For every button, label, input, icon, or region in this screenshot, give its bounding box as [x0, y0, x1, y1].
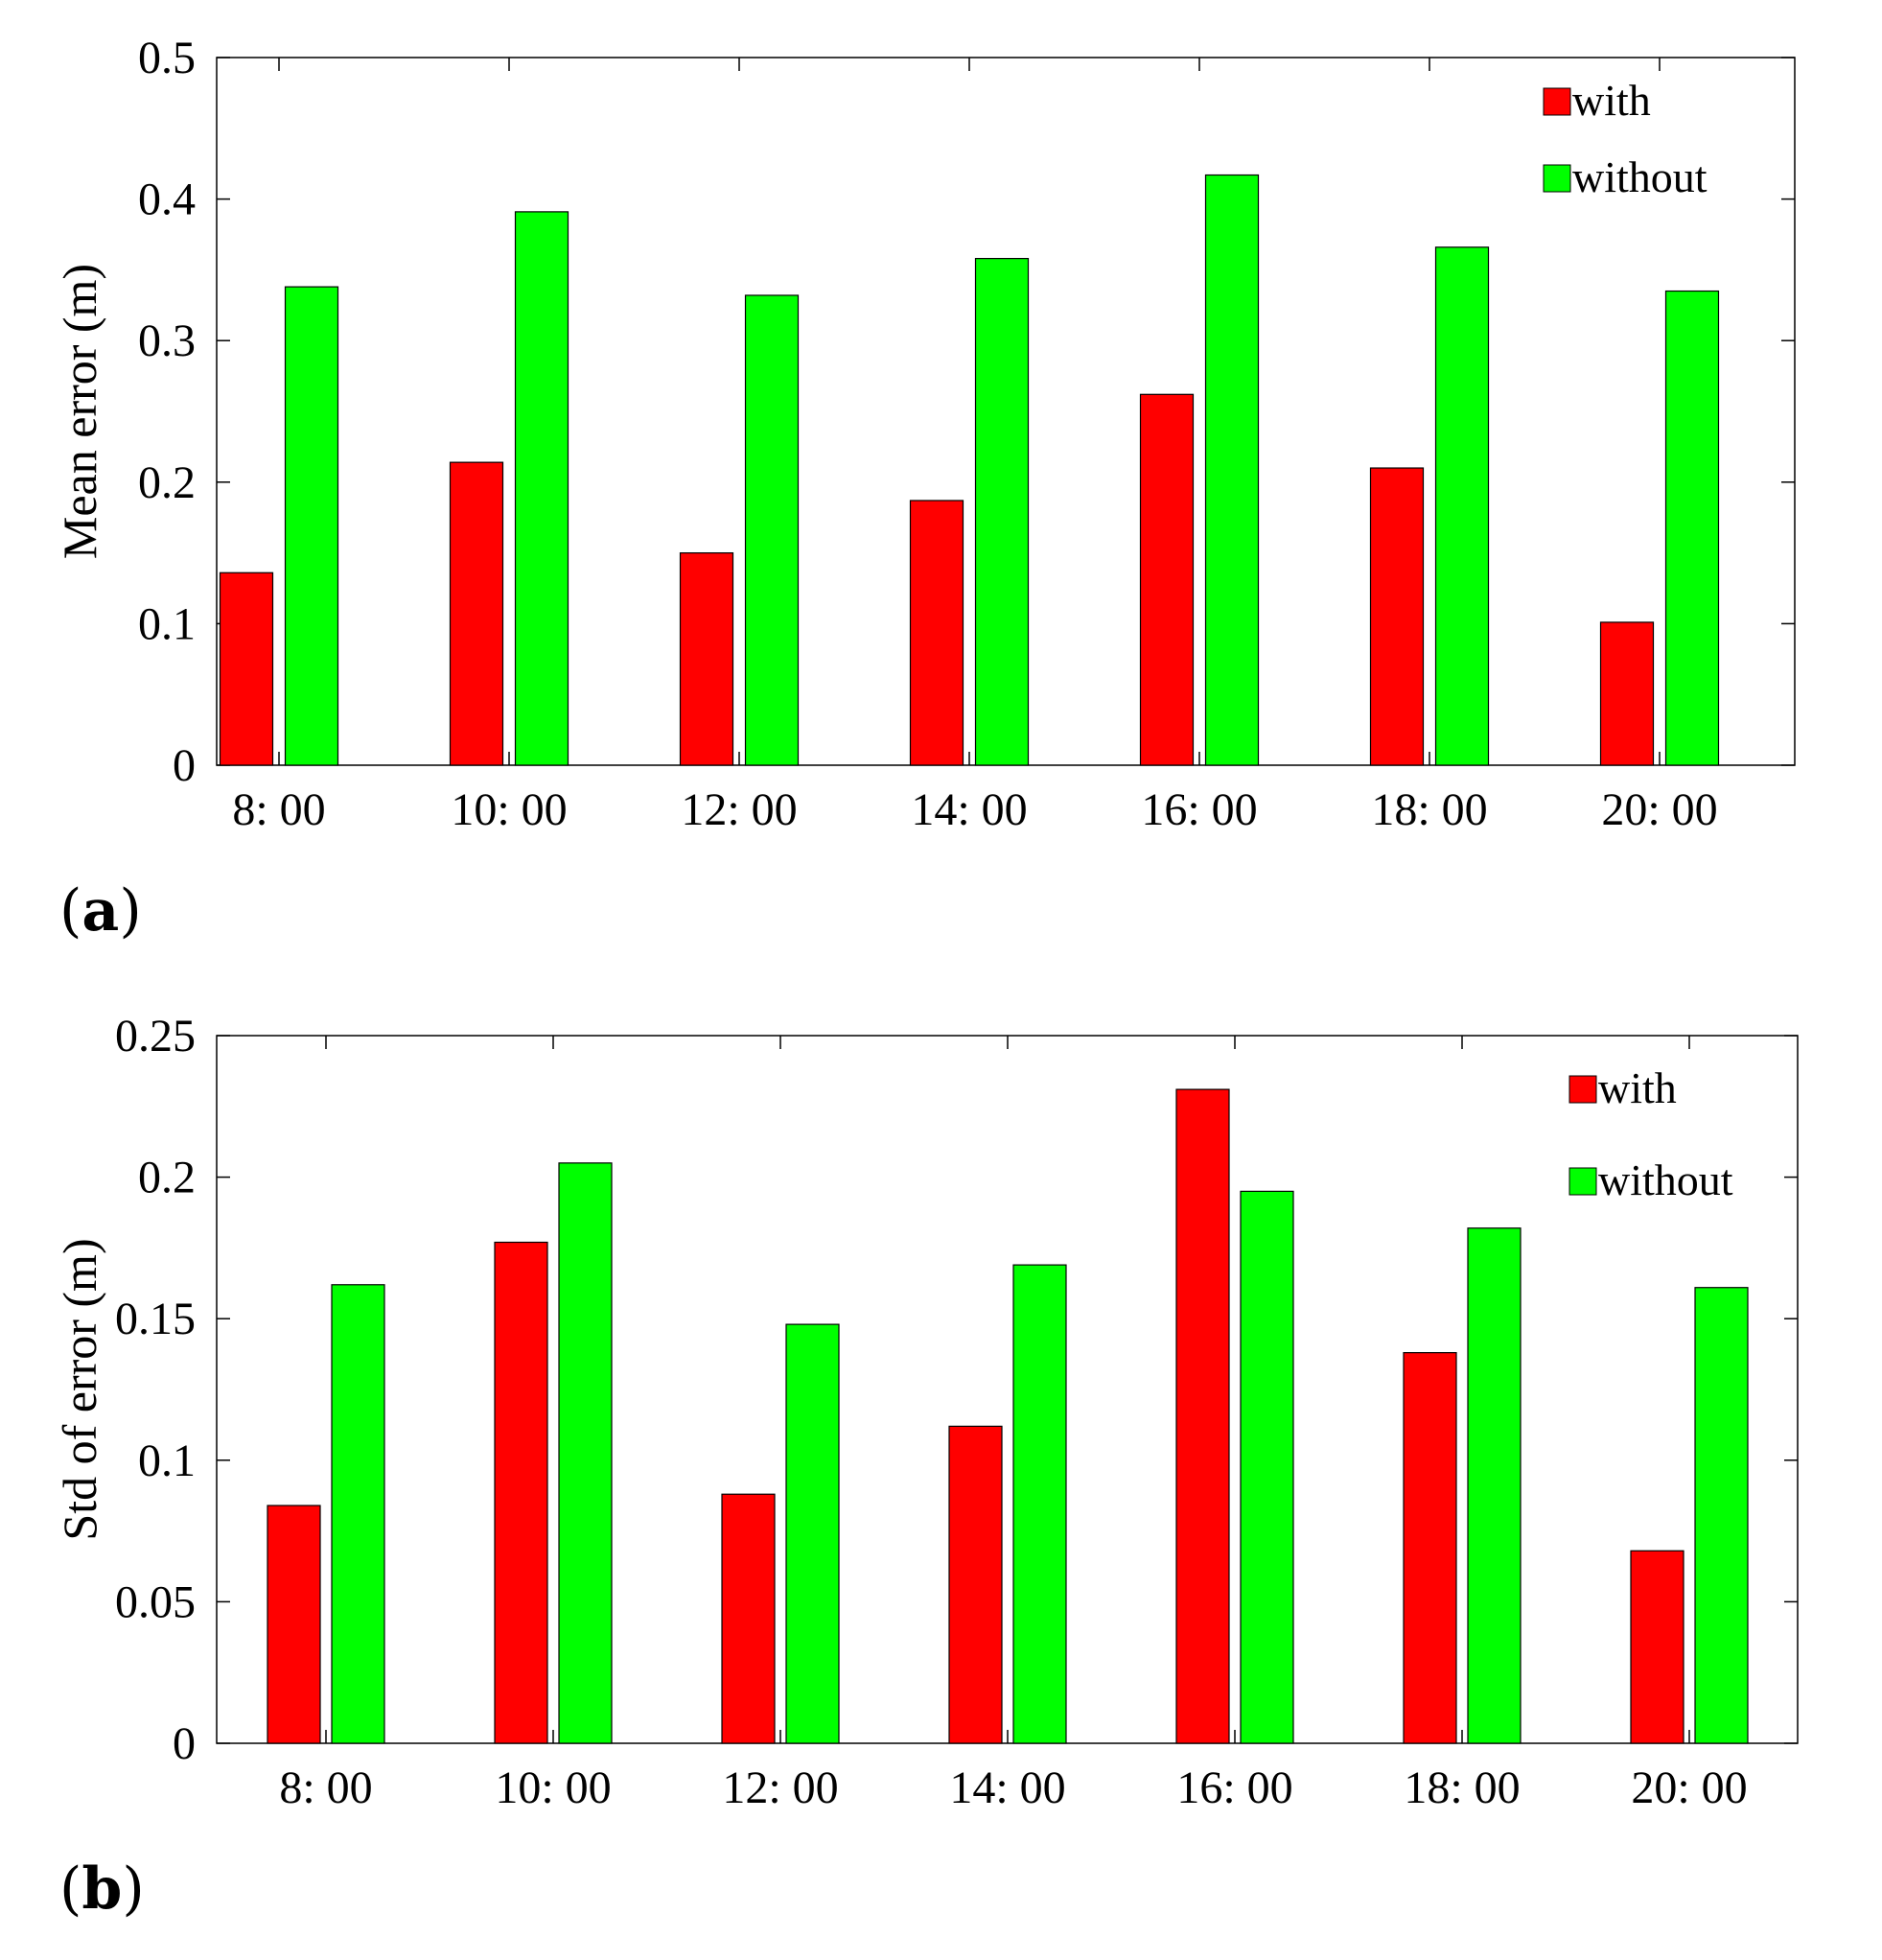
y-tick-label: 0 — [173, 740, 196, 791]
chart-a-mean-error: 0 0.1 0.2 0.3 0.4 0.5 8: 00 10: 00 12: 00 14: 00 1… — [53, 33, 1796, 835]
x-tick-label: 20: 00 — [1601, 784, 1717, 835]
bar-with-1000 — [494, 1241, 548, 1744]
y-tick-label: 0.1 — [138, 1435, 196, 1486]
y-tick-label: 0.4 — [138, 175, 196, 225]
bar-with-1800 — [1369, 467, 1425, 766]
y-tick-label: 0.1 — [138, 598, 196, 649]
bar-without-1600 — [1240, 1190, 1294, 1744]
panel-label-b-text: b — [81, 1855, 123, 1923]
bar-without-1800 — [1434, 246, 1490, 766]
y-tick-label: 0.25 — [115, 1011, 196, 1062]
bar-with-2000 — [1630, 1550, 1685, 1744]
x-tick-label: 14: 00 — [911, 784, 1027, 835]
x-tick-label: 8: 00 — [232, 784, 325, 835]
y-tick-label: 0.2 — [138, 1153, 196, 1203]
bar-with-800 — [267, 1505, 321, 1744]
x-tick-label: 16: 00 — [1176, 1762, 1292, 1813]
bar-with-1200 — [721, 1493, 776, 1744]
legend-label-with: with — [1572, 76, 1651, 125]
x-tick-label: 12: 00 — [722, 1762, 838, 1813]
y-tick-label: 0.15 — [115, 1294, 196, 1344]
legend-swatch-with — [1568, 1075, 1597, 1104]
bar-without-1400 — [1012, 1264, 1067, 1744]
legend-swatch-with — [1543, 87, 1571, 116]
bar-with-1400 — [948, 1425, 1003, 1744]
panel-label-a: (a) — [59, 877, 142, 945]
x-tick-label: 18: 00 — [1404, 1762, 1520, 1813]
legend-swatch-without — [1568, 1167, 1597, 1196]
bar-with-800 — [219, 572, 274, 766]
bar-with-1400 — [909, 500, 964, 766]
x-tick-label: 14: 00 — [949, 1762, 1065, 1813]
bar-without-1200 — [744, 294, 800, 766]
y-axis-label: Mean error (m) — [53, 264, 106, 559]
bar-with-1600 — [1175, 1088, 1230, 1744]
bar-without-1000 — [514, 211, 569, 766]
bar-without-800 — [284, 286, 339, 766]
y-tick-label: 0.5 — [138, 33, 196, 83]
x-tick-label: 10: 00 — [451, 784, 567, 835]
bar-with-1000 — [449, 461, 504, 766]
legend-label-without: without — [1572, 152, 1708, 201]
bar-without-1600 — [1204, 174, 1260, 766]
bar-without-1400 — [974, 257, 1030, 766]
bar-with-1600 — [1139, 393, 1195, 766]
y-tick-label: 0 — [173, 1718, 196, 1769]
y-tick-label: 0.3 — [138, 315, 196, 366]
x-tick-label: 10: 00 — [495, 1762, 611, 1813]
bar-with-1200 — [679, 551, 734, 766]
bar-without-2000 — [1664, 290, 1720, 766]
bar-with-1800 — [1403, 1352, 1457, 1744]
legend-swatch-without — [1543, 164, 1571, 193]
legend-label-without: without — [1598, 1155, 1733, 1204]
x-tick-label: 12: 00 — [681, 784, 797, 835]
bar-without-1800 — [1467, 1227, 1522, 1744]
panel-label-a-text: a — [81, 877, 120, 945]
y-tick-label: 0.2 — [138, 457, 196, 508]
x-tick-label: 16: 00 — [1141, 784, 1257, 835]
bar-with-2000 — [1599, 621, 1655, 766]
y-tick-label: 0.05 — [115, 1576, 196, 1627]
legend-label-with: with — [1598, 1063, 1677, 1112]
bar-without-2000 — [1694, 1287, 1749, 1744]
x-tick-label: 8: 00 — [279, 1762, 372, 1813]
chart-b-std-error: 0 0.05 0.1 0.15 0.2 0.25 8: 00 10: 00 12: 00 14: … — [53, 1011, 1799, 1813]
bar-without-1200 — [785, 1323, 840, 1744]
x-tick-label: 18: 00 — [1371, 784, 1487, 835]
bar-without-1000 — [558, 1162, 613, 1744]
plot-area — [216, 1035, 1799, 1744]
x-tick-label: 20: 00 — [1631, 1762, 1747, 1813]
y-axis-label: Std of error (m) — [53, 1238, 106, 1540]
bar-without-800 — [331, 1284, 385, 1744]
panel-label-b: (b) — [59, 1855, 145, 1923]
